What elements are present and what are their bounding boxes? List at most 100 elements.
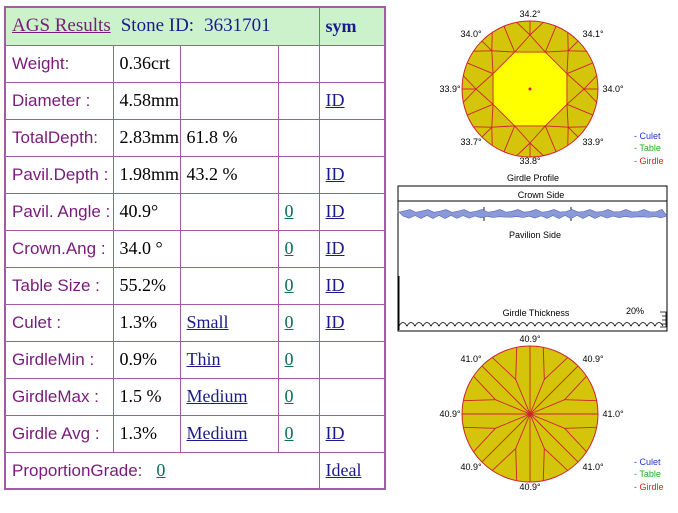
star-facet-edge [514,125,531,144]
row-sym-cell [318,377,386,416]
row-value: 0.36crt [119,53,170,73]
profile-frame [397,185,668,332]
row-link-cell: 0 [277,229,320,268]
row-sym-cell: ID [318,229,386,268]
stone-id: 3631701 [204,15,271,37]
row-extra-cell [179,44,279,83]
row-extra[interactable]: Medium [186,386,248,406]
row-sym[interactable]: ID [325,238,345,258]
bezel-edge [567,40,579,52]
row-value-cell: 34.0 ° [112,229,181,268]
row-sym[interactable]: ID [325,164,345,184]
row-extra[interactable]: Small [186,312,229,332]
row-link[interactable]: 0 [284,201,294,221]
row-label: Pavil.Depth : [12,164,109,184]
pavilion-legend-table: - Table [634,469,661,479]
pavilion-angle-left: 40.9° [439,409,461,419]
row-extra[interactable]: Medium [186,423,248,443]
grade-link[interactable]: Ideal [325,459,362,480]
table-row: Crown.Ang : 34.0 ° 0 ID [4,229,386,268]
row-label-cell: Pavil.Depth : [4,155,114,194]
row-sym[interactable]: ID [325,423,345,443]
row-value: 55.2% [119,275,167,295]
row-sym[interactable]: ID [325,312,345,332]
pavilion-legend-culet: - Culet [634,457,661,467]
upper-girdle-edge [462,75,477,90]
row-value-cell: 4.58mm [112,81,181,120]
star-facet-edge [566,88,585,105]
table-row: Girdle Avg : 1.3% Medium 0 ID [4,414,386,453]
row-value: 40.9° [119,201,159,221]
bezel-edge [481,126,493,138]
proportion-grade-row: ProportionGrade: 0 Ideal [4,451,386,490]
lower-girdle-edge [564,426,597,429]
table-row: Culet : 1.3% Small 0 ID [4,303,386,342]
row-sym-cell: ID [318,266,386,305]
row-label-cell: Pavil. Angle : [4,192,114,231]
row-link[interactable]: 0 [284,349,294,369]
pavilion-angle-top-right: 40.9° [582,354,604,364]
row-link[interactable]: 0 [284,238,294,258]
star-facet-edge [529,125,546,144]
row-label: Table Size : [12,275,100,295]
row-extra: 43.2 % [186,164,238,184]
table-row: GirdleMin : 0.9% Thin 0 [4,340,386,379]
lower-girdle-edge [463,399,496,402]
diagram-panel: 34.2° 34.0° 34.1° 33.9° 34.0° 33.7° 33.9… [395,0,678,513]
lower-girdle-edge [491,357,516,380]
row-label: Diameter : [12,90,91,110]
lower-girdle-edge [542,347,545,380]
row-value: 34.0 ° [119,238,163,258]
row-value: 1.3% [119,312,158,332]
proportion-grade-link[interactable]: 0 [156,459,166,480]
pavilion-diagram: 40.9° 41.0° 40.9° 40.9° 41.0° 40.9° 41.0… [439,334,663,492]
row-label-cell: Table Size : [4,266,114,305]
row-label-cell: GirdleMin : [4,340,114,379]
star-facet-edge [491,50,494,74]
row-label: Weight: [12,53,70,73]
pavilion-lower-edge [495,413,531,429]
ags-results-link[interactable]: AGS Results [12,15,111,37]
row-value: 4.58mm [119,90,180,110]
row-label: Pavil. Angle : [12,201,111,221]
thickness-scale-icon [660,311,667,328]
row-sym-cell [318,44,386,83]
pavilion-angle-top: 40.9° [519,334,541,344]
row-value-cell: 0.36crt [112,44,181,83]
star-facet-edge [566,73,585,90]
row-value-cell: 40.9° [112,192,181,231]
row-link[interactable]: 0 [284,423,294,443]
row-link[interactable]: 0 [284,275,294,295]
pavilion-legend-girdle: - Girdle [634,482,664,492]
pavilion-side-label: Pavilion Side [509,230,561,240]
row-sym[interactable]: ID [325,90,345,110]
row-sym[interactable]: ID [325,201,345,221]
star-facet-edge [491,104,494,128]
row-extra-cell: Medium [179,377,279,416]
row-link-cell: 0 [277,266,320,305]
row-sym-cell: ID [318,155,386,194]
crown-legend-table: - Table [634,143,661,153]
upper-girdle-edge [583,75,598,90]
star-facet-edge [514,34,531,53]
row-link[interactable]: 0 [284,312,294,332]
row-link-cell [277,44,320,83]
row-link[interactable]: 0 [284,386,294,406]
pavilion-lower-edge [515,379,531,415]
lower-girdle-edge [544,448,569,471]
table-row: Pavil.Depth : 1.98mm 43.2 % ID [4,155,386,194]
row-label: Culet : [12,312,62,332]
pavilion-main-edge [529,413,579,463]
girdle-thickness-label: Girdle Thickness [503,308,570,318]
row-extra[interactable]: Thin [186,349,221,369]
row-value-cell: 1.5 % [112,377,181,416]
table-row: GirdleMax : 1.5 % Medium 0 [4,377,386,416]
row-value: 0.9% [119,349,158,369]
pavilion-lower-edge [529,413,545,449]
crown-angle-top: 34.2° [519,9,541,19]
header-row: AGS Results Stone ID: 3631701 sym [4,6,386,46]
upper-girdle-edge [503,26,516,53]
upper-girdle-edge [516,21,531,36]
row-label: GirdleMin : [12,349,95,369]
row-sym[interactable]: ID [325,275,345,295]
